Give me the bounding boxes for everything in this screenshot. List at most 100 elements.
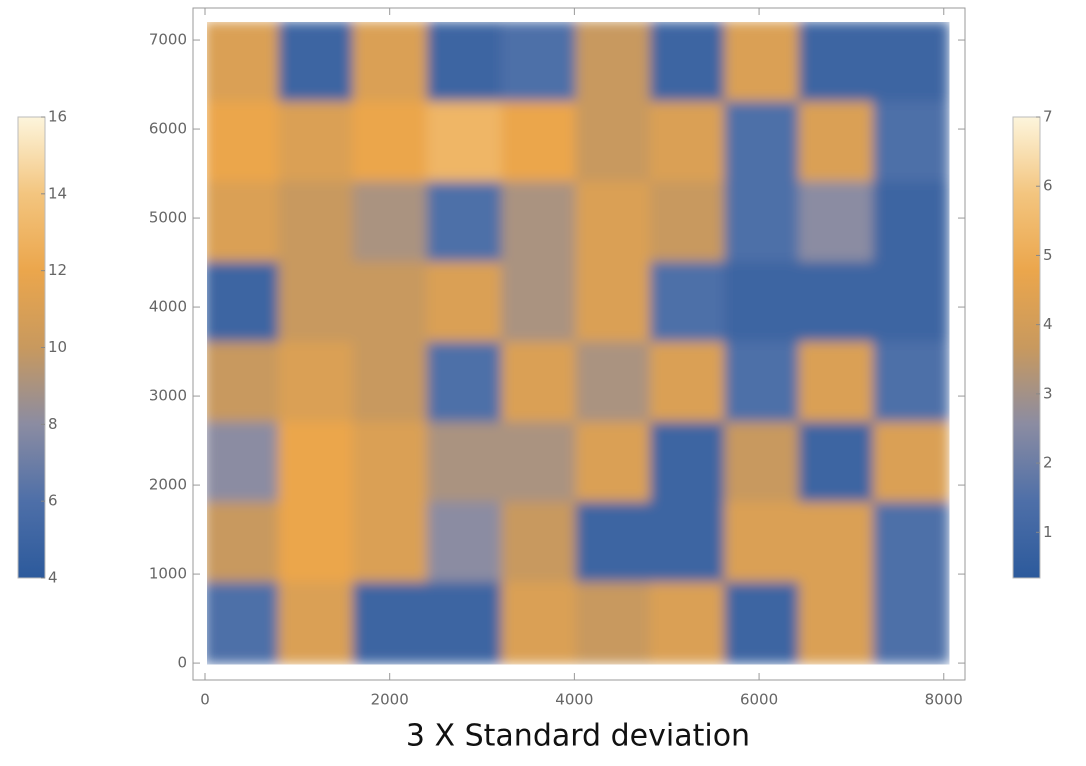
heatmap-cell (872, 261, 950, 344)
heatmap-cell (872, 101, 950, 184)
heatmap-cell (798, 22, 875, 104)
heatmap-cell (207, 501, 281, 584)
heatmap-cell (426, 501, 504, 584)
heatmap-cell (352, 341, 429, 424)
heatmap-cell (207, 181, 281, 264)
heatmap-cell (872, 341, 950, 424)
x-tick-label: 4000 (555, 691, 593, 709)
heatmap-cell (798, 101, 875, 184)
x-tick-label: 8000 (925, 691, 963, 709)
colorbar (17, 116, 46, 579)
colorbar-tick-label: 4 (48, 569, 58, 587)
heatmap-cell (798, 581, 875, 665)
heatmap-cell (575, 341, 652, 424)
colorbar-tick-label: 16 (48, 108, 67, 126)
heatmap-cell (352, 501, 429, 584)
heatmap-cell (278, 22, 355, 104)
heatmap-cell (724, 341, 801, 424)
colorbar-tick-label: 12 (48, 261, 67, 279)
heatmap-cell (649, 101, 727, 184)
heatmap-cell (798, 501, 875, 584)
heatmap-cell (352, 101, 429, 184)
heatmap-cell (278, 501, 355, 584)
heatmap-cell (352, 421, 429, 504)
heatmap-cell (278, 341, 355, 424)
x-tick-label: 0 (200, 691, 210, 709)
x-tick-label: 6000 (740, 691, 778, 709)
plot-frame (192, 7, 966, 681)
heatmap-cell (649, 501, 727, 584)
heatmap-cell (207, 341, 281, 424)
y-tick-label: 6000 (149, 120, 187, 138)
heatmap-cell (207, 101, 281, 184)
x-tick-label: 2000 (371, 691, 409, 709)
colorbar-tick-label: 6 (1043, 177, 1053, 195)
y-tick-label: 7000 (149, 31, 187, 49)
heatmap-cell (649, 581, 727, 665)
heatmap-cell (872, 22, 950, 104)
heatmap-cell (649, 421, 727, 504)
heatmap-cell (724, 261, 801, 344)
heatmap-cell (798, 261, 875, 344)
heatmap-cell (724, 421, 801, 504)
heatmap-cell (278, 581, 355, 665)
caption: 3 X Standard deviation (406, 719, 750, 754)
heatmap-cell (352, 22, 429, 104)
colorbar-tick-label: 7 (1043, 108, 1053, 126)
heatmap-cell (207, 261, 281, 344)
y-tick-label: 5000 (149, 209, 187, 227)
colorbar-tick-label: 14 (48, 184, 67, 202)
colorbar-tick-label: 4 (1043, 315, 1053, 333)
heatmap-cell (501, 341, 578, 424)
heatmap-cell (724, 581, 801, 665)
heatmap-cell (501, 501, 578, 584)
heatmap-cell (724, 101, 801, 184)
heatmap-cell (872, 181, 950, 264)
heatmap-cell (278, 261, 355, 344)
heatmap-cell (798, 421, 875, 504)
colorbar-tick-label: 5 (1043, 246, 1053, 264)
y-tick-label: 2000 (149, 476, 187, 494)
heatmap-cell (426, 22, 504, 104)
heatmap-cell (501, 181, 578, 264)
heatmap-cell (649, 341, 727, 424)
heatmap-cell (426, 341, 504, 424)
heatmap-cell (575, 421, 652, 504)
y-tick-label: 1000 (149, 565, 187, 583)
y-tick-label: 0 (177, 654, 187, 672)
heatmap-cell (501, 421, 578, 504)
heatmap-cell (278, 421, 355, 504)
heatmap-cell (352, 261, 429, 344)
heatmap-cell (207, 421, 281, 504)
heatmap-cell (426, 101, 504, 184)
heatmap-cell (278, 181, 355, 264)
colorbar-tick-label: 1 (1043, 523, 1053, 541)
heatmap-cell (575, 261, 652, 344)
heatmap-cell (575, 22, 652, 104)
heatmap-cell (872, 421, 950, 504)
heatmap (207, 22, 950, 665)
heatmap-cell (872, 581, 950, 665)
colorbar-tick-label: 6 (48, 492, 58, 510)
colorbar-tick-label: 2 (1043, 454, 1053, 472)
colorbar (1012, 116, 1041, 579)
heatmap-cell (649, 181, 727, 264)
heatmap-cell (575, 181, 652, 264)
colorbar-tick-label: 3 (1043, 384, 1053, 402)
y-tick-label: 4000 (149, 298, 187, 316)
heatmap-cell (724, 22, 801, 104)
heatmap-cell (575, 101, 652, 184)
heatmap-cell (352, 181, 429, 264)
heatmap-cell (207, 22, 281, 104)
heatmap-cell (798, 181, 875, 264)
heatmap-cell (575, 501, 652, 584)
heatmap-cell (501, 22, 578, 104)
heatmap-cell (501, 261, 578, 344)
heatmap-cell (426, 581, 504, 665)
heatmap-cell (207, 581, 281, 665)
heatmap-cell (575, 581, 652, 665)
heatmap-cell (872, 501, 950, 584)
heatmap-cell (278, 101, 355, 184)
heatmap-cell (649, 261, 727, 344)
